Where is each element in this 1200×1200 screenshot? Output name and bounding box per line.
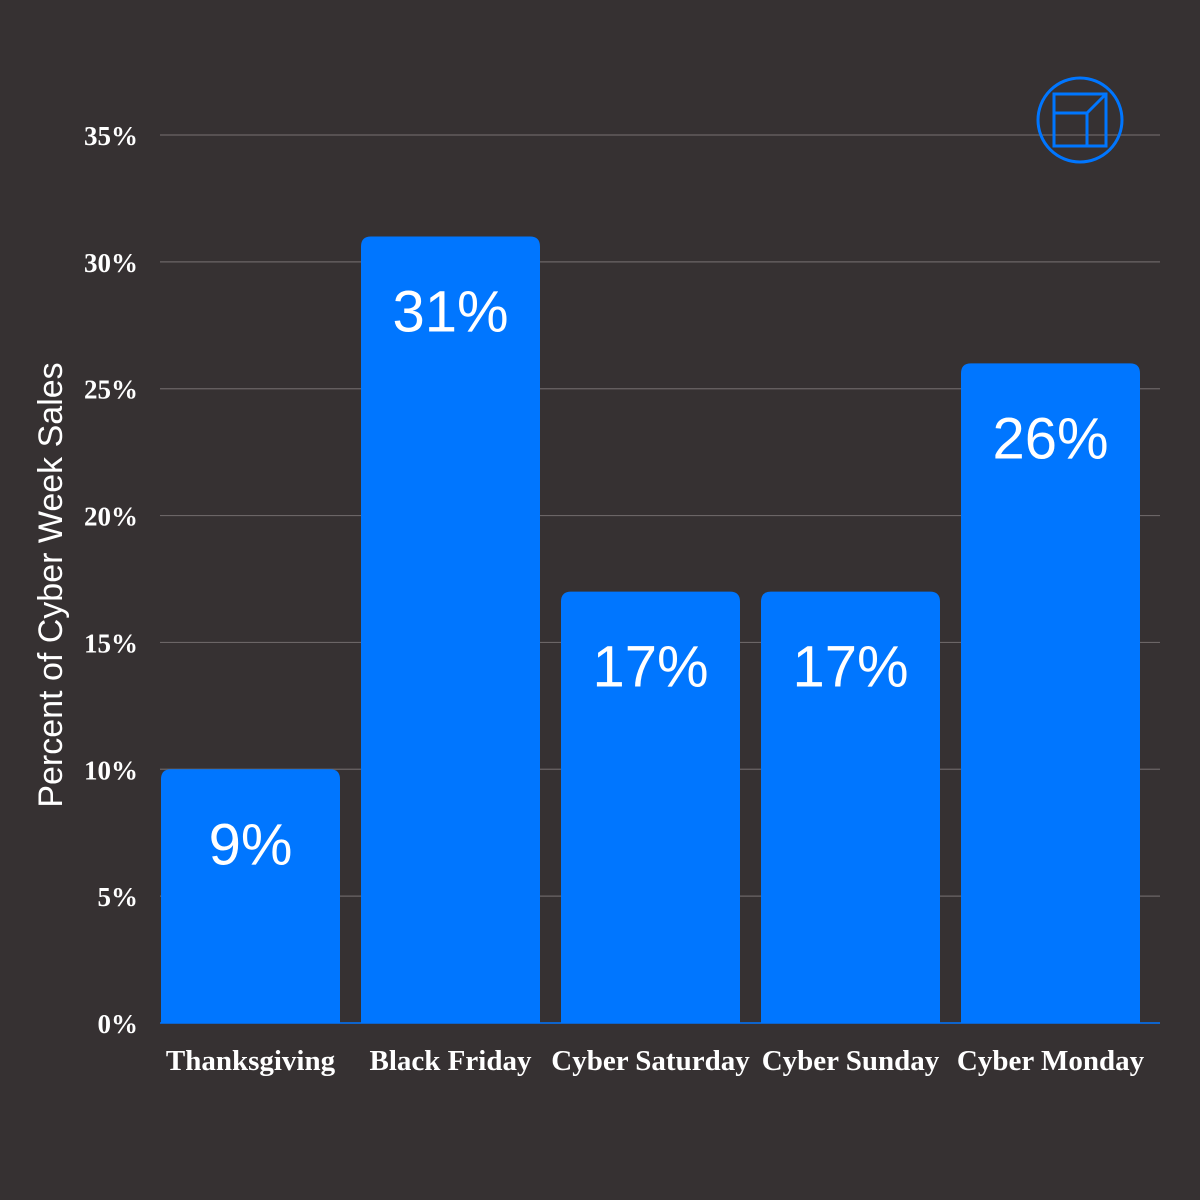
- x-tick-label: Thanksgiving: [166, 1045, 336, 1077]
- data-label: 26%: [992, 406, 1108, 471]
- y-tick-label: 35%: [84, 121, 138, 151]
- y-tick-label: 10%: [84, 755, 138, 785]
- y-tick-label: 30%: [84, 248, 138, 278]
- bar-cyber-sunday: [761, 591, 940, 1023]
- data-label: 31%: [392, 279, 508, 344]
- cube-in-circle-logo: [1036, 76, 1124, 164]
- y-axis-label: Percent of Cyber Week Sales: [32, 362, 70, 807]
- y-tick-label: 15%: [84, 628, 138, 658]
- x-tick-label: Black Friday: [370, 1045, 532, 1077]
- bar-cyber-saturday: [561, 591, 740, 1023]
- x-tick-label: Cyber Monday: [957, 1045, 1145, 1077]
- bar-cyber-monday: [961, 363, 1140, 1023]
- y-tick-label: 20%: [84, 502, 138, 532]
- y-tick-label: 5%: [98, 882, 139, 912]
- y-tick-label: 0%: [98, 1009, 139, 1039]
- data-label: 17%: [792, 635, 908, 700]
- data-label: 17%: [592, 635, 708, 700]
- data-label: 9%: [209, 812, 293, 877]
- bar-black-friday: [361, 236, 540, 1023]
- x-tick-label: Cyber Saturday: [551, 1045, 750, 1077]
- bars: [161, 236, 1140, 1023]
- bar-thanksgiving: [161, 769, 340, 1023]
- y-tick-label: 25%: [84, 375, 138, 405]
- x-tick-label: Cyber Sunday: [762, 1045, 940, 1077]
- data-labels: 9% 31% 17% 17% 26%: [209, 279, 1109, 877]
- y-axis-ticks: 0% 5% 10% 15% 20% 25% 30% 35%: [84, 121, 138, 1039]
- x-axis-ticks: Thanksgiving Black Friday Cyber Saturday Cy…: [166, 1045, 1145, 1077]
